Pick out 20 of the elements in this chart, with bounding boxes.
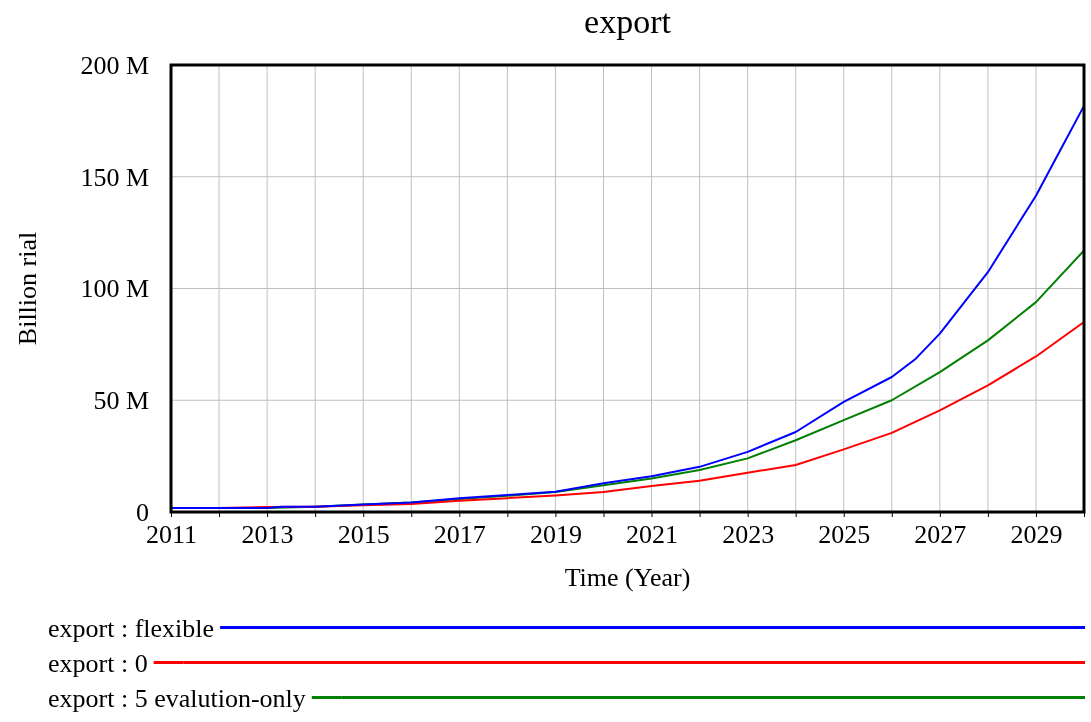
x-tick-label: 2023 (722, 520, 775, 550)
line-series (170, 104, 1085, 509)
y-tick-label: 100 M (80, 274, 149, 304)
y-tick-label: 50 M (93, 386, 149, 416)
y-tick-label: 200 M (80, 50, 149, 80)
x-tick-label: 2025 (818, 520, 871, 550)
legend-label: export : 5 evalution-only (48, 684, 306, 713)
y-tick-label: 150 M (80, 162, 149, 192)
x-tick-label: 2015 (337, 520, 390, 550)
x-tick-label: 2029 (1010, 520, 1063, 550)
x-tick-label: 2019 (529, 520, 582, 550)
y-axis-title: Billion rial (13, 231, 42, 346)
x-tick-label: 2017 (433, 520, 486, 550)
x-tick-label: 2027 (914, 520, 967, 550)
legend-label: export : flexible (48, 614, 215, 643)
legend-label: export : 0 (48, 649, 148, 678)
x-tick-label: 2021 (626, 520, 679, 550)
x-tick-label: 2013 (241, 520, 294, 550)
x-axis-title: Time (Year) (564, 563, 691, 592)
chart-title: export (584, 3, 672, 40)
